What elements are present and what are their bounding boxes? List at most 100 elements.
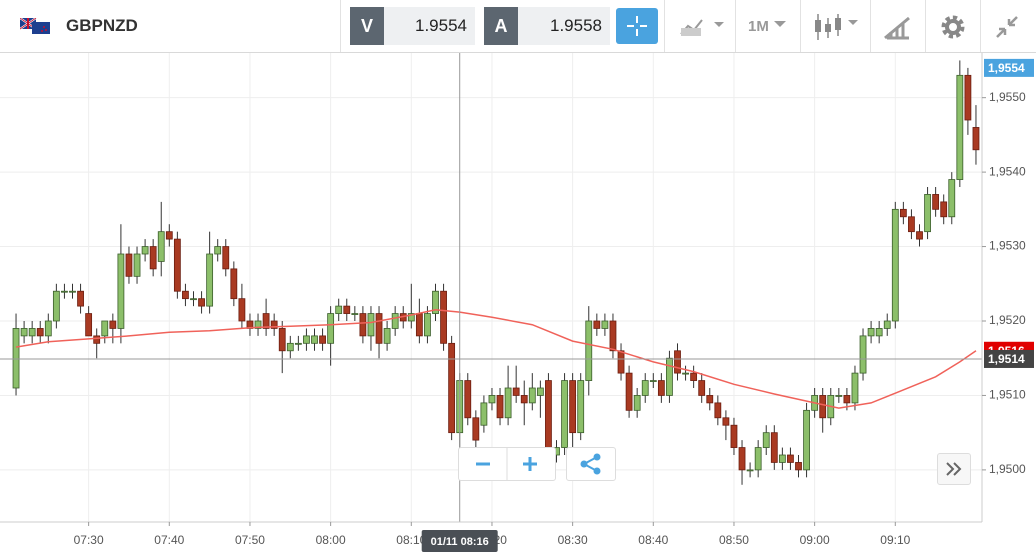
candle-down xyxy=(36,328,44,337)
candle-down xyxy=(448,342,456,434)
candle-up xyxy=(391,313,399,329)
timeframe-button[interactable]: 1M xyxy=(748,18,769,35)
candle-up xyxy=(61,290,68,293)
candle-up xyxy=(335,305,343,314)
collapse-button[interactable] xyxy=(994,14,1020,40)
chart-type-button[interactable] xyxy=(678,14,728,38)
settings-button[interactable] xyxy=(940,14,966,40)
candle-up xyxy=(561,380,568,448)
candle-down xyxy=(77,290,84,307)
separator xyxy=(925,0,926,52)
candle-down xyxy=(165,231,173,240)
candle-up xyxy=(585,320,593,381)
price-tag-label: 1,9554 xyxy=(988,61,1025,75)
candle-down xyxy=(770,432,778,463)
candle-down xyxy=(569,380,577,434)
candle-down xyxy=(85,313,93,337)
candle-down xyxy=(690,372,698,381)
candle-up xyxy=(956,74,964,180)
candle-down xyxy=(722,417,730,426)
moving-average xyxy=(15,309,977,409)
candle-down xyxy=(109,320,117,329)
candle-down xyxy=(908,216,915,233)
y-tick-label: 1,9540 xyxy=(989,164,1026,178)
candle-down xyxy=(932,194,940,210)
candle-up xyxy=(367,313,375,337)
candle-down xyxy=(149,246,157,270)
toolbar: GBPNZD V 1.9554 A 1.9558 1M xyxy=(0,0,1036,53)
candle-up xyxy=(948,179,956,218)
candle-up xyxy=(803,409,810,471)
y-tick-label: 1,9500 xyxy=(989,462,1026,476)
chart: 1,9500 1,9510 1,9520 1,9530 1,9540 1,9550 07:3… xyxy=(0,53,1034,552)
candle-down xyxy=(545,380,552,456)
y-tick-label: 1,9530 xyxy=(989,239,1026,253)
candle-up xyxy=(311,335,318,344)
candle-up xyxy=(924,194,931,233)
crosshair-time-label: 01/11 08:16 xyxy=(431,536,489,548)
candle-down xyxy=(262,313,270,329)
price-tag xyxy=(984,58,1034,77)
candle-up xyxy=(762,432,770,448)
bid-price[interactable]: 1.9554 xyxy=(384,7,475,45)
candle-up xyxy=(867,328,875,337)
x-tick-label: 09:10 xyxy=(880,533,910,547)
candle-up xyxy=(52,290,60,322)
ask-button[interactable]: A xyxy=(484,7,518,45)
candle-down xyxy=(238,298,246,322)
candle-down xyxy=(93,335,101,344)
x-tick-label: 09:00 xyxy=(800,533,830,547)
candle-up xyxy=(327,313,335,344)
candle-down xyxy=(795,462,802,471)
candle-down xyxy=(787,454,794,463)
candle-up xyxy=(424,313,431,337)
candle-down xyxy=(173,238,181,292)
draw-button[interactable] xyxy=(883,14,913,40)
x-tick-label: 07:50 xyxy=(235,533,265,547)
candle-up xyxy=(351,313,359,315)
candle-up xyxy=(746,469,754,472)
price-tag xyxy=(984,349,1034,368)
x-tick-label: 07:40 xyxy=(154,533,184,547)
candle-up xyxy=(44,320,52,337)
candle-up xyxy=(528,387,536,404)
candle-down xyxy=(125,253,133,277)
candle-up xyxy=(682,372,689,375)
crosshair-button[interactable] xyxy=(616,8,658,44)
candle-up xyxy=(12,328,20,389)
candle-up xyxy=(835,395,843,397)
flag-icon xyxy=(20,18,50,34)
candle-up xyxy=(101,320,109,337)
candle-down xyxy=(916,231,923,240)
candle-down xyxy=(609,320,617,352)
candle-up xyxy=(214,246,222,255)
candle-up xyxy=(641,380,649,396)
candle-up xyxy=(157,231,165,262)
x-tick-label: 08:30 xyxy=(558,533,588,547)
bid-button[interactable]: V xyxy=(350,7,384,45)
candle-up xyxy=(383,328,391,344)
ask-price[interactable]: 1.9558 xyxy=(518,7,610,45)
scroll-right-button[interactable] xyxy=(937,453,971,485)
zoom-controls xyxy=(458,447,556,481)
candle-down xyxy=(496,395,504,419)
candle-down xyxy=(738,447,746,471)
candle-up xyxy=(20,328,28,337)
candle-up xyxy=(69,290,76,293)
candle-down xyxy=(270,320,278,329)
separator xyxy=(980,0,981,52)
candle-up xyxy=(778,454,786,463)
candle-up xyxy=(133,253,141,277)
candle-type-button[interactable] xyxy=(812,12,862,42)
candle-up xyxy=(432,290,439,314)
candle-down xyxy=(593,320,601,329)
x-tick-label: 08:40 xyxy=(638,533,668,547)
candle-down xyxy=(617,350,625,374)
candle-up xyxy=(504,387,512,419)
candle-up xyxy=(666,357,673,396)
candle-down xyxy=(278,328,286,352)
candle-up xyxy=(536,387,544,396)
candle-down xyxy=(230,268,238,300)
share-button[interactable] xyxy=(566,447,616,481)
